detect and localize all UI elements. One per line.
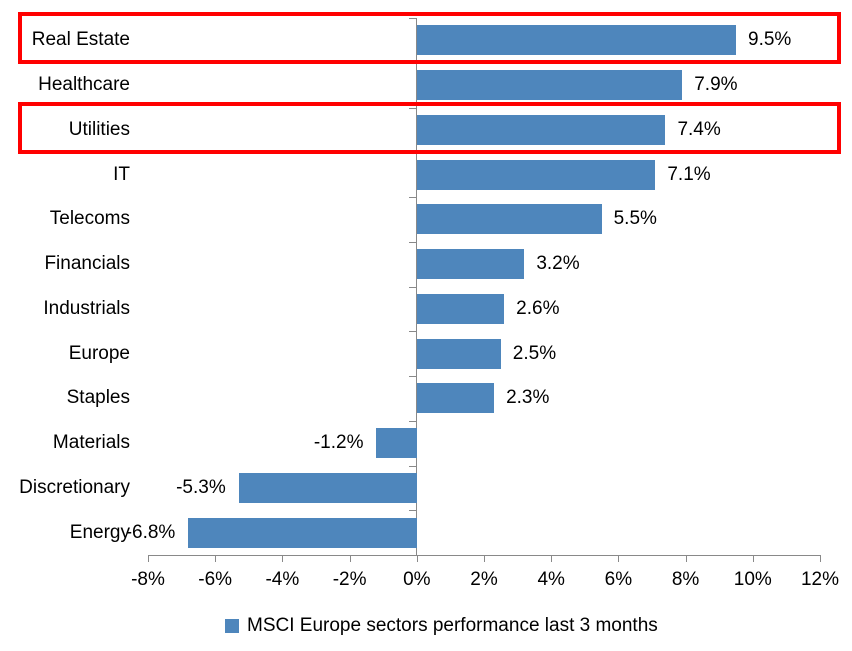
category-axis-tick (408, 18, 416, 19)
category-axis-tick (408, 420, 416, 422)
category-label: Real Estate (31, 29, 130, 51)
x-tick-label: -6% (198, 569, 233, 590)
data-label: 7.4% (677, 118, 721, 140)
category-axis-tick (408, 331, 416, 333)
value-axis-tick (551, 555, 553, 562)
category-label: Staples (66, 387, 130, 409)
bar (416, 338, 501, 369)
category-axis-tick (408, 62, 416, 64)
category-axis-line (415, 18, 417, 555)
value-axis-tick (618, 555, 620, 562)
value-axis-tick (416, 555, 418, 562)
value-axis-tick (752, 555, 754, 562)
value-axis-tick (820, 555, 821, 562)
category-label: Europe (68, 342, 130, 364)
x-tick-label: -4% (265, 569, 300, 590)
category-label: Discretionary (19, 476, 130, 498)
bar (238, 472, 417, 503)
data-label: 2.3% (506, 387, 550, 409)
value-axis-tick (215, 555, 217, 562)
category-label: Industrials (43, 297, 130, 319)
category-axis-tick (408, 152, 416, 154)
bar (188, 517, 417, 548)
category-axis-tick (408, 465, 416, 467)
category-axis-tick (408, 510, 416, 512)
category-label: Energy (69, 521, 130, 543)
x-tick-label: 2% (470, 569, 498, 590)
data-label: -1.2% (313, 432, 364, 454)
category-label: Healthcare (38, 74, 130, 96)
bar (416, 114, 666, 145)
category-label: Utilities (68, 118, 130, 140)
category-axis-tick (408, 197, 416, 198)
category-axis-tick (408, 286, 416, 288)
bar (416, 204, 602, 235)
data-label: 9.5% (748, 29, 792, 51)
value-axis-tick (148, 555, 149, 562)
bar (416, 25, 736, 56)
bar (376, 428, 417, 459)
data-label: -6.8% (125, 521, 176, 543)
chart-legend: MSCI Europe sectors performance last 3 m… (225, 613, 658, 639)
value-axis-tick (685, 555, 687, 562)
x-tick-label: -8% (131, 569, 165, 590)
category-label: Materials (52, 432, 130, 454)
data-label: 2.6% (516, 297, 560, 319)
category-label: Telecoms (49, 208, 130, 230)
category-label: Financials (44, 253, 130, 275)
x-tick-label: 6% (604, 569, 633, 590)
x-tick-label: -2% (332, 569, 367, 590)
data-label: 2.5% (512, 342, 557, 364)
legend-swatch-icon (225, 619, 239, 633)
x-tick-label: 4% (537, 569, 565, 590)
x-tick-label: 10% (733, 569, 772, 590)
legend-label: MSCI Europe sectors performance last 3 m… (247, 615, 658, 636)
category-axis-tick (408, 241, 416, 243)
x-tick-label: 8% (671, 569, 700, 590)
data-label: 3.2% (536, 253, 580, 275)
x-tick-label: 12% (800, 569, 840, 590)
bar (416, 383, 495, 414)
category-axis-tick (408, 376, 416, 377)
value-axis-tick (484, 555, 485, 562)
bar (416, 249, 525, 280)
data-label: 7.9% (694, 74, 738, 96)
x-tick-label: 0% (403, 569, 431, 590)
value-axis-tick (349, 555, 351, 562)
category-axis-tick (408, 107, 416, 109)
bar (416, 159, 656, 190)
data-label: -5.3% (176, 476, 226, 498)
bar (416, 293, 505, 324)
category-label: IT (113, 163, 130, 185)
data-label: 5.5% (613, 208, 657, 230)
value-axis-tick (282, 555, 284, 562)
bar (416, 70, 683, 101)
data-label: 7.1% (667, 163, 711, 185)
